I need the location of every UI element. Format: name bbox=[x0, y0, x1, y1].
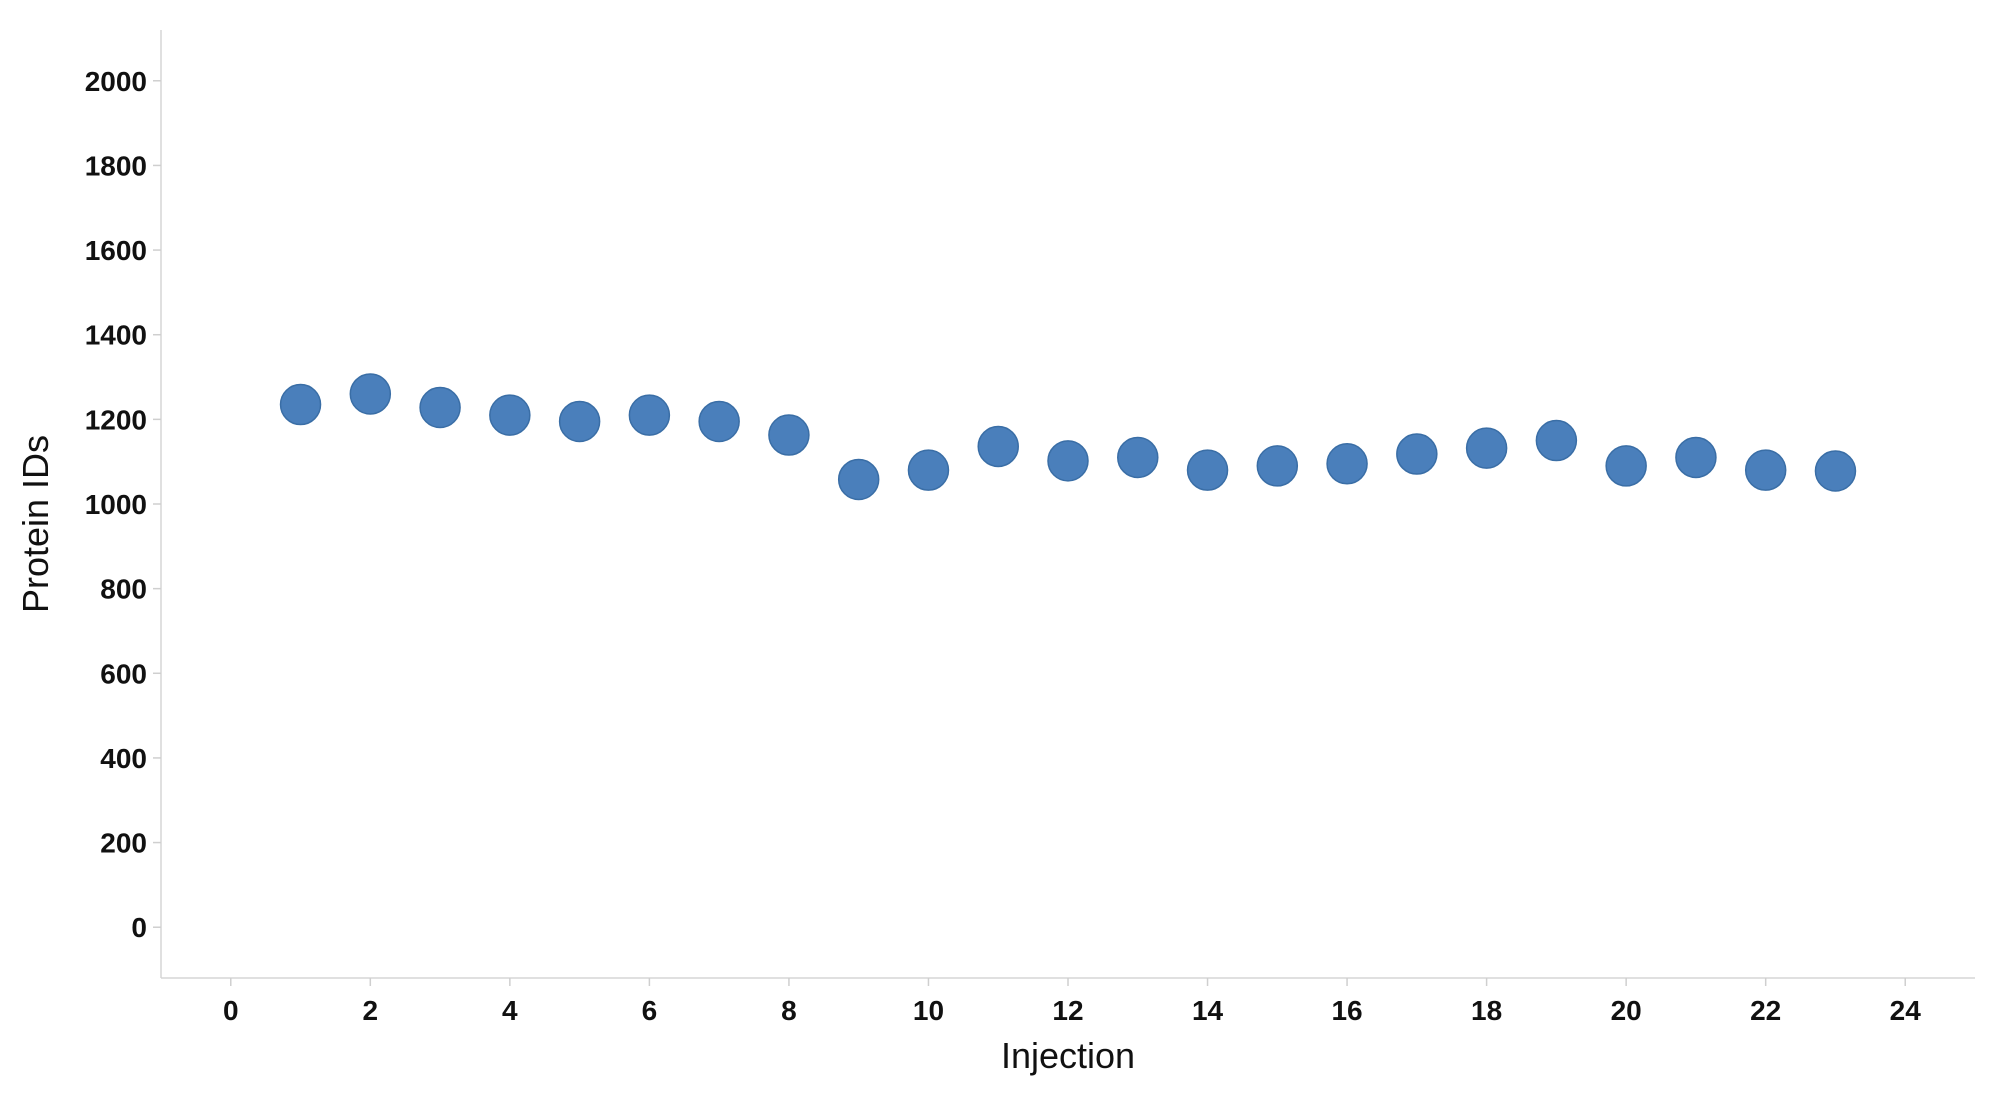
x-tick-label: 20 bbox=[1611, 995, 1642, 1026]
x-tick-label: 18 bbox=[1471, 995, 1502, 1026]
data-point bbox=[1186, 449, 1229, 491]
y-axis-title: Protein IDs bbox=[15, 435, 56, 613]
data-point bbox=[489, 394, 531, 436]
data-point bbox=[907, 449, 950, 491]
y-tick-label: 1600 bbox=[85, 235, 147, 266]
y-tick-label: 600 bbox=[100, 658, 147, 689]
x-tick-label: 16 bbox=[1331, 995, 1362, 1026]
x-tick-label: 6 bbox=[642, 995, 658, 1026]
x-axis-title: Injection bbox=[1001, 1035, 1135, 1076]
data-point bbox=[558, 400, 601, 443]
axes bbox=[160, 30, 1975, 979]
data-point bbox=[1535, 419, 1578, 462]
data-point bbox=[1814, 450, 1857, 492]
data-point bbox=[1675, 436, 1717, 479]
y-tick-label: 200 bbox=[100, 828, 147, 859]
data-point bbox=[1605, 445, 1647, 487]
x-tick-label: 0 bbox=[223, 995, 239, 1026]
y-tick-label: 800 bbox=[100, 574, 147, 605]
data-point bbox=[419, 386, 461, 429]
data-point bbox=[628, 394, 671, 436]
data-point bbox=[1396, 433, 1438, 475]
data-point bbox=[1117, 436, 1159, 479]
y-tick-label: 1200 bbox=[85, 404, 147, 435]
data-point bbox=[1047, 440, 1089, 482]
y-tick-label: 0 bbox=[131, 912, 147, 943]
data-point bbox=[1326, 443, 1368, 485]
x-tick-label: 24 bbox=[1890, 995, 1922, 1026]
data-point bbox=[977, 425, 1019, 468]
data-point bbox=[1256, 445, 1299, 487]
x-tick-label: 10 bbox=[913, 995, 944, 1026]
y-tick-label: 1800 bbox=[85, 150, 147, 181]
data-point bbox=[1465, 427, 1508, 469]
data-point bbox=[768, 414, 810, 456]
data-points bbox=[279, 373, 1857, 501]
y-tick-label: 400 bbox=[100, 743, 147, 774]
data-point bbox=[349, 373, 392, 415]
x-tick-label: 4 bbox=[502, 995, 518, 1026]
data-point bbox=[1744, 449, 1787, 491]
x-tick-label: 12 bbox=[1052, 995, 1083, 1026]
x-tick-label: 2 bbox=[363, 995, 379, 1026]
x-tick-label: 14 bbox=[1192, 995, 1224, 1026]
y-tick-label: 1000 bbox=[85, 489, 147, 520]
data-point bbox=[698, 400, 740, 443]
y-tick-label: 2000 bbox=[85, 66, 147, 97]
x-tick-label: 22 bbox=[1750, 995, 1781, 1026]
data-point bbox=[279, 383, 322, 426]
data-point bbox=[837, 458, 880, 501]
x-tick-label: 8 bbox=[781, 995, 797, 1026]
y-tick-label: 1400 bbox=[85, 320, 147, 351]
